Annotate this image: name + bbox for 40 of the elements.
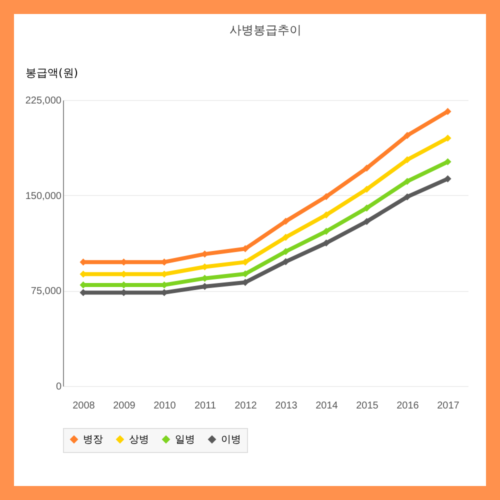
x-tick-label: 2013 (275, 400, 298, 412)
point (282, 234, 290, 241)
point (444, 175, 452, 182)
y-tick-label: 225,000 (25, 96, 62, 106)
point (363, 218, 370, 226)
x-tick-label: 2014 (316, 400, 338, 412)
chart-title: 사병봉급추이 (230, 23, 302, 37)
y-tick-label: 150,000 (25, 190, 62, 202)
legend-label: 상병 (129, 434, 149, 446)
legend-label: 이병 (221, 434, 241, 446)
x-tick-label: 2016 (396, 400, 420, 412)
point (363, 204, 370, 212)
point (282, 218, 290, 225)
y-axis-title: 봉급액(원) (26, 66, 78, 80)
point (363, 164, 370, 172)
point (282, 258, 290, 266)
point (322, 211, 330, 218)
y-tick-label: 75,000 (30, 286, 62, 298)
x-tick-label: 2012 (234, 400, 258, 412)
legend-label: 병장 (83, 434, 103, 446)
point (282, 248, 290, 256)
point (404, 193, 411, 200)
point (322, 239, 330, 247)
point (444, 158, 452, 166)
x-tick-label: 2011 (194, 400, 216, 412)
point (404, 178, 411, 185)
x-tick-label: 2015 (356, 400, 379, 412)
point (404, 156, 411, 164)
x-tick-label: 2017 (437, 400, 460, 412)
y-tick-label: 0 (56, 382, 62, 392)
x-tick-label: 2008 (72, 400, 96, 412)
point (444, 108, 452, 115)
point (404, 132, 411, 139)
legend-label: 일병 (175, 434, 195, 446)
x-tick-label: 2009 (113, 400, 136, 412)
point (322, 193, 330, 200)
point (322, 228, 330, 235)
x-tick-label: 2010 (154, 400, 176, 412)
point (444, 134, 452, 142)
point (363, 186, 370, 193)
